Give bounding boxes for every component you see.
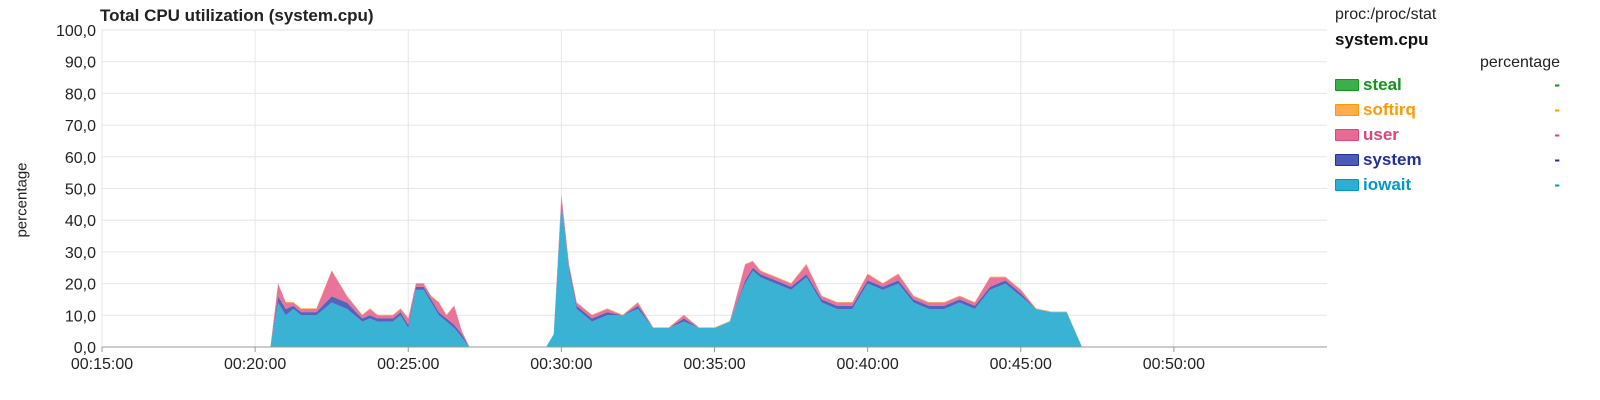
- y-tick-label: 30,0: [65, 245, 96, 262]
- legend-item-steal[interactable]: steal -: [1335, 72, 1560, 97]
- y-tick-label: 90,0: [65, 55, 96, 72]
- x-tick-label: 00:15:00: [71, 356, 133, 373]
- legend-item-system[interactable]: system -: [1335, 147, 1560, 172]
- x-tick-label: 00:45:00: [990, 356, 1052, 373]
- legend-swatch-softirq: [1335, 103, 1359, 116]
- legend-source: proc:/proc/stat: [1335, 6, 1437, 23]
- y-tick-label: 80,0: [65, 86, 96, 103]
- legend-label-softirq: softirq: [1363, 99, 1416, 119]
- series-iowait-area: [270, 204, 1082, 347]
- legend-units: percentage: [1479, 54, 1560, 71]
- legend-value-iowait: -: [1554, 174, 1560, 194]
- x-tick-label: 00:30:00: [530, 356, 592, 373]
- legend-context: system.cpu: [1335, 30, 1429, 49]
- legend-label-system: system: [1363, 149, 1422, 169]
- legend-items: steal - softirq - user - system - iowait -: [1335, 72, 1560, 197]
- y-tick-label: 50,0: [65, 182, 96, 199]
- y-tick-label: 0,0: [74, 340, 96, 357]
- legend-value-system: -: [1554, 149, 1560, 169]
- x-tick-label: 00:50:00: [1143, 356, 1205, 373]
- y-tick-label: 40,0: [65, 213, 96, 230]
- chart-title: Total CPU utilization (system.cpu): [100, 6, 374, 25]
- x-tick-label: 00:25:00: [377, 356, 439, 373]
- y-tick-label: 70,0: [65, 118, 96, 135]
- x-tick-label: 00:20:00: [224, 356, 286, 373]
- y-tick-label: 10,0: [65, 308, 96, 325]
- legend-swatch-user: [1335, 128, 1359, 141]
- y-tick-label: 60,0: [65, 150, 96, 167]
- legend-swatch-system: [1335, 153, 1359, 166]
- y-tick-label: 20,0: [65, 277, 96, 294]
- legend-item-user[interactable]: user -: [1335, 122, 1560, 147]
- legend-label-user: user: [1363, 124, 1399, 144]
- legend-value-steal: -: [1554, 74, 1560, 94]
- x-tick-label: 00:35:00: [683, 356, 745, 373]
- legend-item-iowait[interactable]: iowait -: [1335, 172, 1560, 197]
- legend-label-iowait: iowait: [1363, 174, 1412, 194]
- x-tick-label: 00:40:00: [836, 356, 898, 373]
- y-tick-label: 100,0: [56, 23, 96, 40]
- legend: proc:/proc/stat system.cpu percentage st…: [1335, 6, 1560, 197]
- legend-value-softirq: -: [1554, 99, 1560, 119]
- legend-item-softirq[interactable]: softirq -: [1335, 97, 1560, 122]
- legend-label-steal: steal: [1363, 74, 1402, 94]
- legend-swatch-steal: [1335, 78, 1359, 91]
- legend-swatch-iowait: [1335, 178, 1359, 191]
- legend-value-user: -: [1554, 124, 1560, 144]
